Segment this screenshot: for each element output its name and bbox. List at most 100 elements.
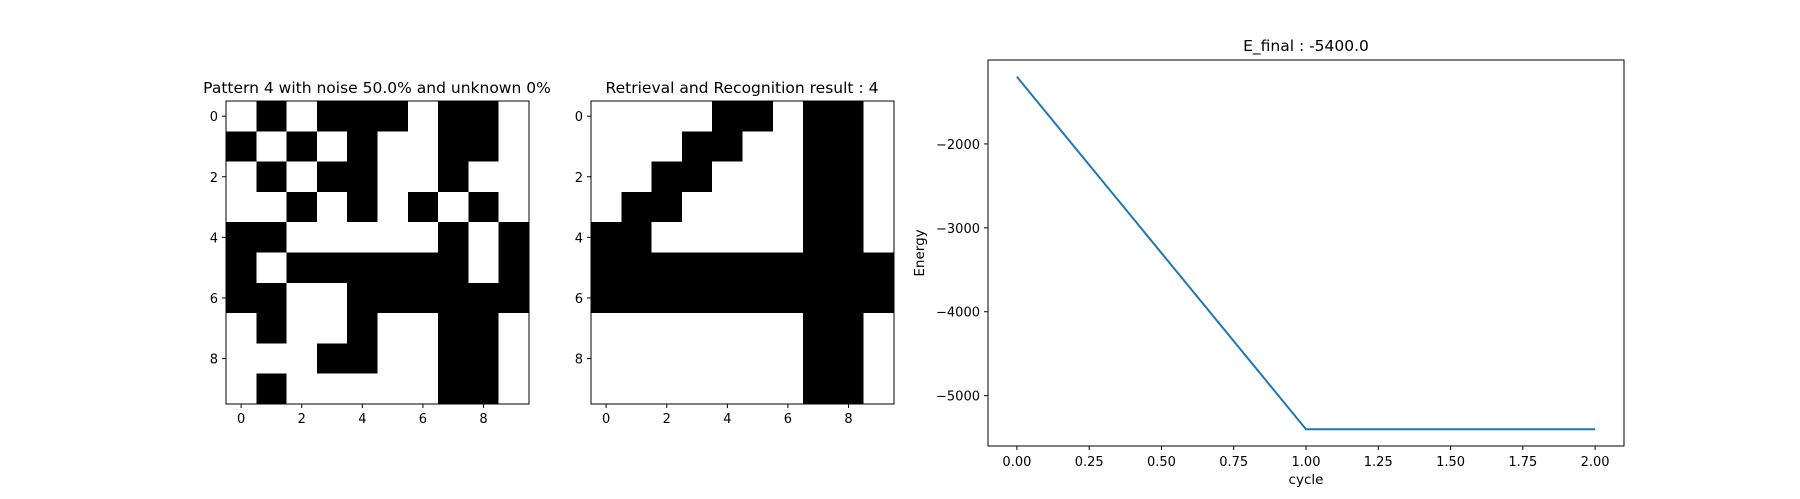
retrieval-xtick-label: 8 [844,412,852,427]
retrieval-cell-8-7 [803,343,834,375]
retrieval-cell-7-3 [681,313,713,344]
retrieval-cell-0-4 [712,101,743,132]
noisy-cell-8-6 [407,343,439,375]
retrieval-cell-4-6 [772,222,804,253]
noisy-cell-0-8 [468,101,500,132]
noisy-cell-1-0 [226,131,257,162]
retrieval-cell-7-8 [833,313,865,344]
energy-plot-frame [987,59,1625,447]
retrieval-xtick-label: 6 [784,412,792,427]
retrieval-title: Retrieval and Recognition result : 4 [606,79,879,97]
retrieval-ytick-label: 6 [575,292,583,307]
noisy-cell-3-0 [226,191,257,223]
retrieval-cell-6-2 [651,282,683,314]
retrieval-cell-7-9 [863,313,895,344]
retrieval-cell-6-8 [833,282,865,314]
retrieval-cell-1-5 [742,131,774,162]
retrieval-xtick-label: 0 [602,412,610,427]
noisy-pattern-grid [226,101,530,405]
noisy-cell-3-6 [407,191,439,223]
noisy-cell-2-6 [407,161,439,193]
retrieval-ticks: 0 2 4 6 8 0 2 4 6 8 [575,110,853,427]
noisy-cell-3-7 [438,191,469,223]
retrieval-cell-9-4 [712,373,743,405]
retrieval-cell-7-7 [803,313,834,344]
retrieval-cell-2-8 [833,161,865,193]
noisy-cell-4-8 [468,222,500,253]
retrieval-cell-1-1 [621,131,652,162]
noisy-cell-1-4 [347,131,378,162]
retrieval-cell-0-2 [651,101,683,132]
noisy-cell-0-9 [498,101,530,132]
energy-xtick-label: 0.50 [1147,455,1176,470]
retrieval-cell-2-0 [591,161,622,193]
retrieval-grid [591,101,895,405]
retrieval-cell-9-1 [621,373,652,405]
retrieval-cell-5-5 [742,252,774,284]
retrieval-cell-6-5 [742,282,774,314]
energy-ytick-label: −4000 [936,306,980,321]
noisy-cell-9-0 [226,373,257,405]
retrieval-cell-4-4 [712,222,743,253]
noisy-cell-9-6 [407,373,439,405]
noisy-xtick-label: 4 [358,412,366,427]
noisy-cell-6-1 [256,282,287,314]
noisy-cell-0-5 [377,101,409,132]
noisy-cell-2-1 [256,161,287,193]
noisy-cell-5-5 [377,252,409,284]
noisy-cell-2-5 [377,161,409,193]
noisy-cell-3-4 [347,191,378,223]
retrieval-xtick-label: 4 [723,412,731,427]
noisy-cell-9-2 [286,373,318,405]
retrieval-cell-2-2 [651,161,683,193]
noisy-cell-1-8 [468,131,500,162]
retrieval-cell-2-5 [742,161,774,193]
noisy-ytick-label: 8 [210,353,218,368]
noisy-cell-9-7 [438,373,469,405]
noisy-cell-6-2 [286,282,318,314]
retrieval-cell-4-0 [591,222,622,253]
noisy-cell-5-8 [468,252,500,284]
energy-xtick-label: 1.75 [1508,455,1537,470]
noisy-cell-2-8 [468,161,500,193]
noisy-cell-3-5 [377,191,409,223]
retrieval-cell-2-4 [712,161,743,193]
noisy-cell-4-1 [256,222,287,253]
noisy-cell-0-0 [226,101,257,132]
noisy-cell-8-7 [438,343,469,375]
noisy-cell-3-1 [256,191,287,223]
noisy-cell-0-7 [438,101,469,132]
retrieval-cell-8-0 [591,343,622,375]
retrieval-cell-0-9 [863,101,895,132]
noisy-cell-3-2 [286,191,318,223]
retrieval-cell-9-3 [681,373,713,405]
retrieval-cell-8-4 [712,343,743,375]
retrieval-cell-5-1 [621,252,652,284]
noisy-cell-2-7 [438,161,469,193]
noisy-cell-7-4 [347,313,378,344]
energy-ytick-label: −5000 [936,390,980,405]
noisy-cell-9-3 [316,373,348,405]
retrieval-cell-8-5 [742,343,774,375]
retrieval-cell-1-4 [712,131,743,162]
noisy-cell-3-9 [498,191,530,223]
noisy-cell-7-0 [226,313,257,344]
retrieval-cell-3-3 [681,191,713,223]
noisy-cell-9-9 [498,373,530,405]
retrieval-cell-3-4 [712,191,743,223]
retrieval-cell-0-8 [833,101,865,132]
noisy-cell-7-9 [498,313,530,344]
retrieval-cell-8-2 [651,343,683,375]
retrieval-cell-1-9 [863,131,895,162]
retrieval-cell-4-2 [651,222,683,253]
retrieval-cell-3-0 [591,191,622,223]
retrieval-cell-7-1 [621,313,652,344]
noisy-cell-8-3 [316,343,348,375]
noisy-xtick-label: 6 [419,412,427,427]
retrieval-cell-3-2 [651,191,683,223]
retrieval-cell-7-2 [651,313,683,344]
noisy-cell-6-5 [377,282,409,314]
noisy-cell-8-8 [468,343,500,375]
noisy-cell-0-4 [347,101,378,132]
energy-series-line [1016,76,1596,431]
